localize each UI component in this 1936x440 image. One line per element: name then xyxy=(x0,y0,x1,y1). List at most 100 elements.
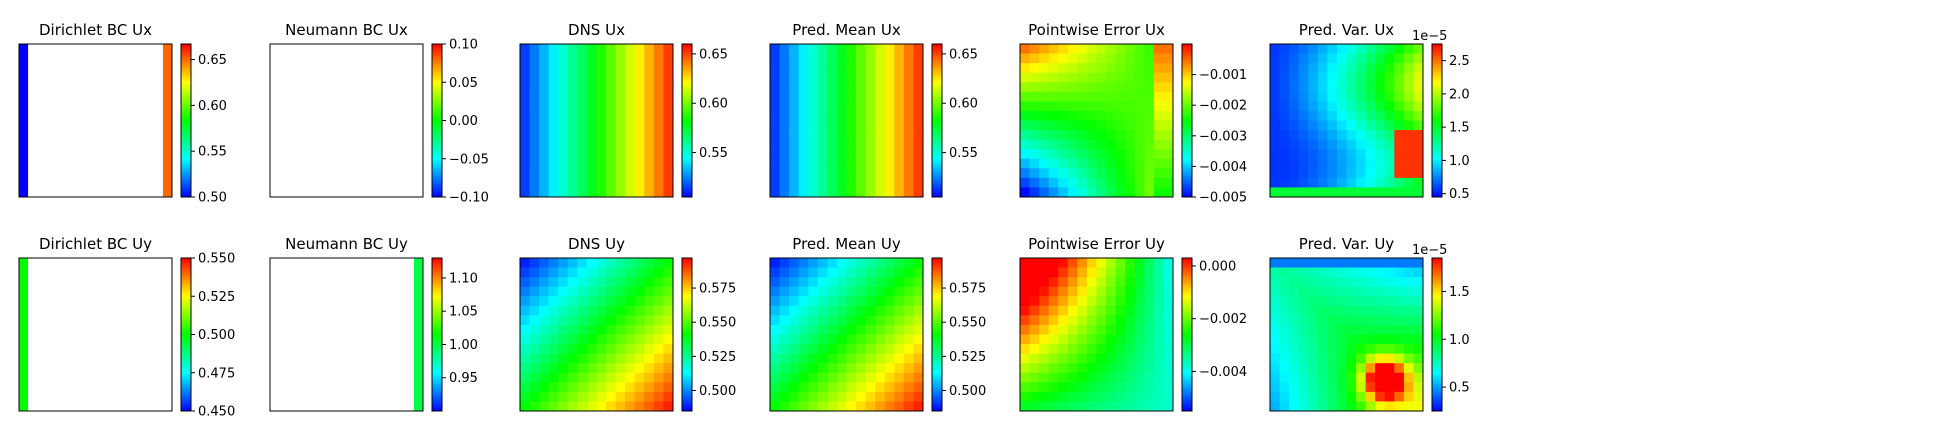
heatmap-cell xyxy=(1327,63,1338,74)
heatmap-cell xyxy=(653,168,664,179)
heatmap-cell xyxy=(770,315,780,326)
heatmap-cell xyxy=(865,344,876,355)
heatmap-cell xyxy=(558,110,569,121)
heatmap-cell xyxy=(856,63,867,74)
heatmap-cell xyxy=(1394,363,1405,374)
heatmap-cell xyxy=(1096,305,1107,316)
heatmap-cell xyxy=(770,258,780,268)
heatmap-cell xyxy=(1298,120,1309,131)
heatmap-cell xyxy=(1125,72,1136,83)
heatmap-cell xyxy=(548,53,559,64)
heatmap-cell xyxy=(1144,158,1155,169)
heatmap-cell xyxy=(1270,72,1280,83)
heatmap-cell xyxy=(577,149,588,160)
heatmap-cell xyxy=(558,130,569,141)
heatmap-cell xyxy=(1298,334,1309,345)
heatmap-cell xyxy=(1308,139,1319,150)
heatmap-cell xyxy=(663,101,674,112)
heatmap-cell xyxy=(1106,177,1117,188)
heatmap-cell xyxy=(1413,91,1424,102)
colorbar-exponent: 1e−5 xyxy=(1412,243,1447,258)
heatmap-cell xyxy=(1115,372,1126,383)
heatmap-cell xyxy=(798,53,809,64)
heatmap-cell xyxy=(1115,258,1126,268)
heatmap-cell xyxy=(586,168,597,179)
heatmap-cell xyxy=(865,286,876,297)
heatmap-cell xyxy=(548,110,559,121)
heatmap-cell xyxy=(596,267,607,278)
heatmap-cell xyxy=(663,286,674,297)
heatmap-cell xyxy=(913,258,924,268)
heatmap-cell xyxy=(1336,258,1347,268)
heatmap-cell xyxy=(836,305,847,316)
heatmap-cell xyxy=(1020,401,1030,412)
heatmap-cell xyxy=(520,267,530,278)
heatmap-cell xyxy=(798,324,809,335)
heatmap-cell xyxy=(798,286,809,297)
heatmap-cell xyxy=(1077,305,1088,316)
heatmap-cell xyxy=(529,53,540,64)
heatmap-cell xyxy=(663,353,674,364)
heatmap-frame xyxy=(519,43,674,198)
heatmap-cell xyxy=(798,177,809,188)
heatmap-cell xyxy=(1365,82,1376,93)
heatmap-cell xyxy=(817,353,828,364)
heatmap-cell xyxy=(615,130,626,141)
heatmap-cell xyxy=(1365,353,1376,364)
heatmap-cell xyxy=(894,187,905,198)
heatmap-cell xyxy=(586,101,597,112)
heatmap-cell xyxy=(875,334,886,345)
heatmap-cell xyxy=(1356,91,1367,102)
heatmap-cell xyxy=(625,120,636,131)
heatmap-cell xyxy=(1270,63,1280,74)
heatmap-cell xyxy=(577,101,588,112)
heatmap-cell xyxy=(1163,315,1174,326)
heatmap-cell xyxy=(779,296,790,307)
heatmap-cell xyxy=(894,334,905,345)
heatmap-cell xyxy=(1403,63,1414,74)
heatmap-cell xyxy=(1163,334,1174,345)
heatmap-cell xyxy=(634,296,645,307)
heatmap-cell xyxy=(586,324,597,335)
heatmap-cell xyxy=(770,372,780,383)
heatmap-cell xyxy=(1144,187,1155,198)
heatmap-cell xyxy=(846,72,857,83)
heatmap-cell xyxy=(817,91,828,102)
heatmap-cell xyxy=(529,63,540,74)
heatmap-cell xyxy=(1077,168,1088,179)
heatmap-cell xyxy=(913,324,924,335)
heatmap-cell xyxy=(808,363,819,374)
heatmap-cell xyxy=(1086,139,1097,150)
heatmap-cell xyxy=(596,63,607,74)
heatmap-cell xyxy=(1039,168,1050,179)
heatmap-cell xyxy=(1336,158,1347,169)
colorbar-tick-label: 0.95 xyxy=(449,371,478,386)
heatmap-cell xyxy=(1308,110,1319,121)
heatmap-cell xyxy=(1086,110,1097,121)
heatmap-cell xyxy=(1317,120,1328,131)
heatmap-cell xyxy=(625,296,636,307)
heatmap-cell xyxy=(606,110,617,121)
heatmap-cell xyxy=(653,382,664,393)
heatmap-cell xyxy=(1153,258,1164,268)
heatmap-cell xyxy=(1298,315,1309,326)
heatmap-cell xyxy=(1048,401,1059,412)
heatmap-cell xyxy=(663,168,674,179)
heatmap-cell xyxy=(1096,363,1107,374)
heatmap-cell xyxy=(548,324,559,335)
heatmap-cell xyxy=(1289,344,1300,355)
heatmap-cell xyxy=(884,53,895,64)
colorbar-tick-label: 0.5 xyxy=(1449,381,1470,396)
heatmap-cell xyxy=(1020,82,1030,93)
heatmap-cell xyxy=(856,130,867,141)
heatmap-cell xyxy=(846,401,857,412)
heatmap-cell xyxy=(663,130,674,141)
colorbar-tick-label: 0.65 xyxy=(949,47,978,62)
heatmap-cell xyxy=(615,168,626,179)
heatmap-cell xyxy=(913,72,924,83)
heatmap-cell xyxy=(1384,305,1395,316)
heatmap-cell xyxy=(827,344,838,355)
heatmap-cell xyxy=(529,391,540,402)
heatmap-cell xyxy=(529,187,540,198)
heatmap-cell xyxy=(808,324,819,335)
